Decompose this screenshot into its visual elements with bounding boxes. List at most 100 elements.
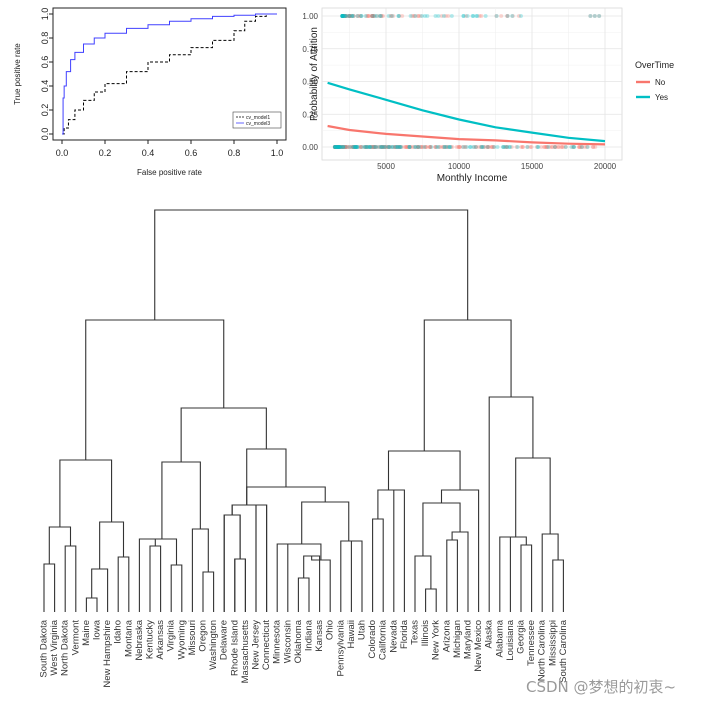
roc-y-tick-label: 0.6	[40, 56, 50, 69]
dendrogram-link	[43, 563, 56, 612]
dendrogram-link	[234, 558, 246, 612]
glm-point	[380, 145, 385, 149]
glm-y-tick-label: 0.00	[302, 143, 318, 152]
glm-point	[342, 145, 347, 149]
dendrogram-link	[255, 504, 268, 612]
dendrogram-link	[85, 597, 98, 612]
glm-point	[402, 145, 407, 149]
glm-point	[362, 145, 367, 149]
glm-point	[342, 145, 347, 149]
glm-point	[335, 145, 340, 149]
glm-point	[351, 14, 356, 18]
glm-point	[380, 145, 385, 149]
glm-point	[371, 145, 376, 149]
glm-point	[457, 145, 462, 149]
glm-point	[333, 145, 338, 149]
glm-point	[340, 14, 345, 18]
glm-y-axis-label: Probability of Attrition	[309, 27, 320, 121]
glm-point	[500, 145, 505, 149]
glm-y-tick-label: 0.75	[302, 45, 318, 54]
glm-point	[515, 145, 520, 149]
glm-point	[370, 14, 375, 18]
glm-point	[358, 14, 363, 18]
glm-point	[470, 14, 475, 18]
dendrogram-leaf-label: New Mexico	[473, 620, 484, 672]
dendrogram-leaf-label: Minnesota	[272, 619, 283, 664]
glm-point	[520, 145, 525, 149]
glm-point	[367, 14, 372, 18]
glm-point	[544, 145, 549, 149]
glm-point	[383, 145, 388, 149]
glm-point	[406, 145, 411, 149]
glm-point	[456, 145, 461, 149]
glm-point	[448, 145, 453, 149]
glm-point	[378, 14, 383, 18]
glm-point	[427, 145, 432, 149]
dendrogram-leaf-label: Georgia	[516, 619, 527, 654]
glm-point	[347, 14, 352, 18]
dendrogram-leaf-label: Vermont	[70, 620, 81, 656]
glm-point	[347, 14, 352, 18]
glm-point	[437, 145, 442, 149]
glm-point	[428, 145, 433, 149]
glm-point	[585, 145, 590, 149]
glm-point	[549, 145, 554, 149]
glm-point	[340, 145, 345, 149]
glm-point	[572, 145, 577, 149]
glm-point	[378, 145, 383, 149]
roc-legend-box	[232, 111, 282, 129]
glm-point	[550, 145, 555, 149]
glm-point	[368, 145, 373, 149]
glm-point	[397, 145, 402, 149]
glm-point	[391, 14, 396, 18]
glm-point	[336, 145, 341, 149]
glm-point	[371, 14, 376, 18]
glm-point	[509, 145, 514, 149]
glm-point	[443, 145, 448, 149]
glm-point	[359, 14, 364, 18]
glm-point	[378, 145, 383, 149]
glm-point	[363, 145, 368, 149]
dendrogram-link	[297, 577, 310, 612]
glm-point	[580, 145, 585, 149]
glm-point	[368, 145, 373, 149]
dendrogram-link	[350, 540, 363, 612]
glm-point	[341, 14, 346, 18]
roc-x-tick-label: 0.6	[185, 148, 198, 158]
glm-point	[358, 145, 363, 149]
glm-point	[444, 145, 449, 149]
glm-point	[419, 14, 424, 18]
dendrogram-leaf-label: California	[378, 619, 389, 660]
glm-point	[340, 145, 345, 149]
glm-point	[404, 145, 409, 149]
glm-point	[337, 145, 342, 149]
dendrogram-leaf-label: Oklahoma	[293, 619, 304, 663]
roc-y-axis-label: True positive rate	[13, 43, 22, 105]
glm-point	[390, 145, 395, 149]
glm-point	[377, 14, 382, 18]
glm-point	[461, 145, 466, 149]
dendrogram-link	[147, 538, 178, 565]
glm-point	[347, 14, 352, 18]
glm-point	[411, 145, 416, 149]
glm-point	[384, 145, 389, 149]
dendrogram-leaf-label: Texas	[410, 620, 421, 645]
glm-point	[340, 14, 345, 18]
glm-point	[347, 145, 352, 149]
glm-point	[419, 145, 424, 149]
dendrogram-link	[451, 531, 469, 612]
glm-point	[337, 145, 342, 149]
glm-point	[413, 14, 418, 18]
glm-point	[442, 145, 447, 149]
roc-legend-label: cv_model3	[246, 121, 270, 127]
glm-point	[333, 145, 338, 149]
dendrogram-leaf-label: Washington	[208, 620, 219, 670]
glm-point	[463, 145, 468, 149]
glm-point	[343, 145, 348, 149]
glm-point	[333, 145, 338, 149]
glm-point	[338, 145, 343, 149]
glm-point	[407, 145, 412, 149]
glm-point	[544, 145, 549, 149]
glm-point	[387, 145, 392, 149]
glm-point	[556, 145, 561, 149]
